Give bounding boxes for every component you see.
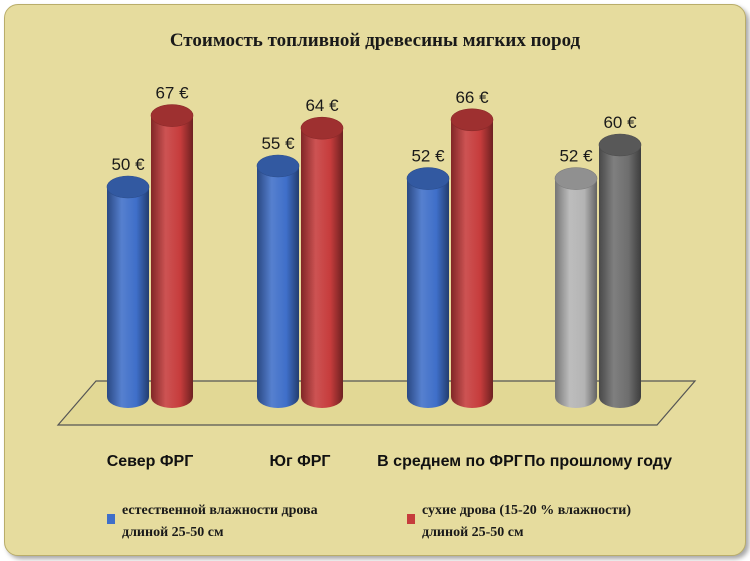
legend-label: длиной 25-50 см [122, 525, 224, 540]
legend-label: естественной влажности дрова [122, 503, 318, 518]
legend-label: длиной 25-50 см [422, 525, 524, 540]
legend: естественной влажности дрова длиной 25-50… [107, 503, 631, 540]
bar [450, 108, 494, 409]
chart-title: Стоимость топливной древесины мягких пор… [170, 30, 581, 51]
legend-item: естественной влажности дрова длиной 25-50… [107, 503, 318, 540]
bar [300, 116, 344, 408]
value-label: 55 € [261, 134, 295, 153]
value-label: 50 € [111, 155, 145, 174]
value-label: 52 € [559, 147, 593, 166]
legend-label: сухие дрова (15-20 % влажности) [422, 503, 631, 518]
category-labels-group: Север ФРГ Юг ФРГ В среднем по ФРГ По прошло… [107, 453, 672, 470]
bar [256, 154, 300, 408]
legend-swatch [407, 514, 415, 524]
bar [150, 104, 194, 408]
category-label: Север ФРГ [107, 453, 194, 470]
bars-group [106, 104, 642, 409]
bar [554, 167, 598, 408]
value-labels-group: 50 € 67 € 55 € 64 € 52 € 66 € 52 € 60 € [111, 84, 637, 174]
legend-item: сухие дрова (15-20 % влажности) длиной 25… [407, 503, 631, 540]
bar [406, 167, 450, 408]
category-label: По прошлому году [524, 453, 672, 470]
category-label: В среднем по ФРГ [377, 453, 523, 470]
value-label: 60 € [603, 113, 637, 132]
value-label: 67 € [155, 84, 189, 103]
chart-floor [56, 380, 697, 426]
category-label: Юг ФРГ [269, 453, 330, 470]
bar [598, 133, 642, 408]
value-label: 66 € [455, 88, 489, 107]
value-label: 52 € [411, 147, 445, 166]
bar [106, 175, 150, 408]
value-label: 64 € [305, 96, 339, 115]
legend-swatch [107, 514, 115, 524]
